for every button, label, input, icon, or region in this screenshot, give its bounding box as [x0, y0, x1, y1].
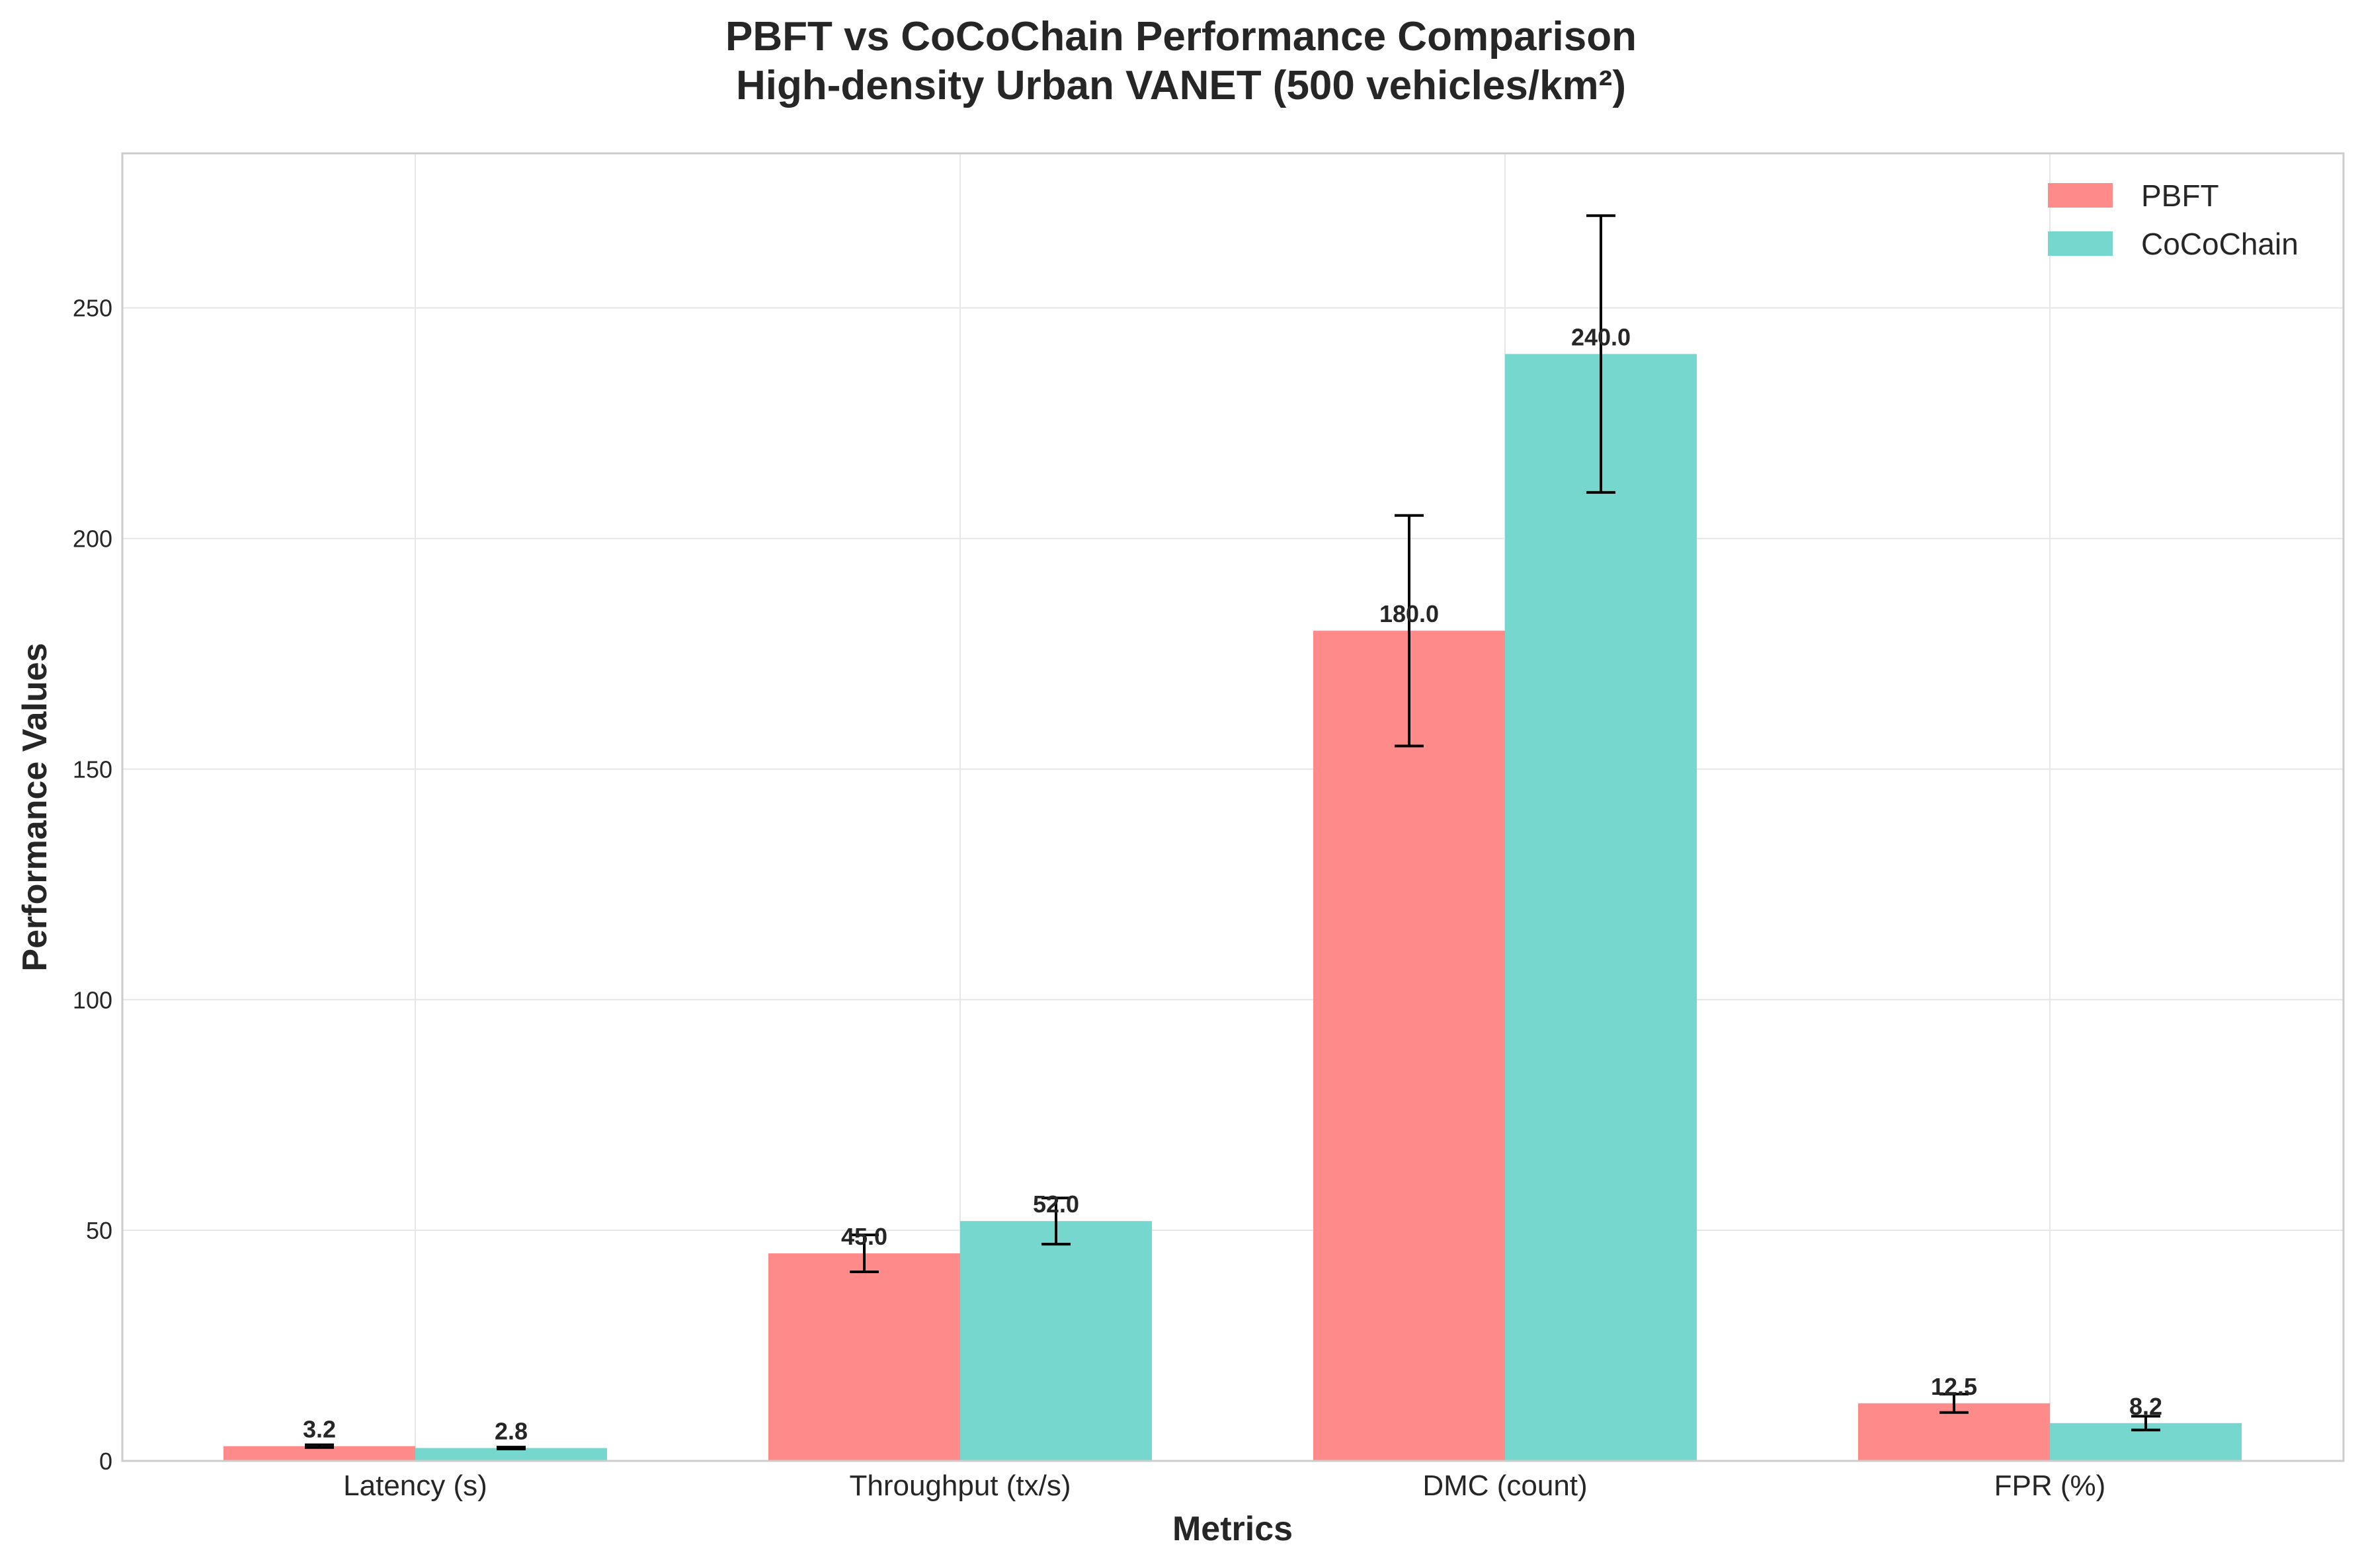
y-tick-label: 100: [73, 986, 112, 1013]
legend-label-pbft: PBFT: [2141, 178, 2219, 213]
plot-frame: [121, 152, 2345, 1462]
data-label-pbft: 45.0: [841, 1223, 887, 1250]
x-tick-label: DMC (count): [1422, 1470, 1587, 1502]
data-label-cocochain: 8.2: [2129, 1393, 2162, 1420]
bars-layer: [224, 354, 2242, 1462]
y-tick-label: 250: [73, 295, 112, 322]
chart-subtitle: High-density Urban VANET (500 vehicles/k…: [736, 63, 1626, 108]
bar-pbft: [768, 1253, 960, 1461]
grid-layer: [122, 153, 2343, 1462]
bar-cocochain: [1505, 354, 1697, 1461]
legend-label-cocochain: CoCoChain: [2141, 227, 2299, 261]
bar-cocochain: [960, 1221, 1152, 1461]
chart-title: PBFT vs CoCoChain Performance Comparison: [725, 14, 1637, 59]
error-bar-pbft: [1939, 1392, 1969, 1414]
data-label-pbft: 3.2: [303, 1416, 336, 1443]
x-axis-label: Metrics: [1172, 1510, 1293, 1548]
error-bar-cocochain: [497, 1446, 526, 1450]
error-bar-cocochain: [2131, 1415, 2160, 1432]
legend-swatch-pbft: [2048, 183, 2113, 208]
data-label-cocochain: 240.0: [1571, 324, 1631, 351]
error-bar-pbft: [305, 1443, 334, 1449]
x-tick-label: FPR (%): [1994, 1470, 2106, 1502]
x-tick-label: Latency (s): [343, 1470, 487, 1502]
data-label-pbft: 12.5: [1931, 1373, 1977, 1400]
error-bar-pbft: [1395, 514, 1424, 748]
data-label-cocochain: 2.8: [495, 1417, 528, 1444]
bar-pbft: [1313, 631, 1505, 1462]
data-label-pbft: 180.0: [1379, 600, 1439, 627]
y-tick-label: 0: [99, 1448, 112, 1475]
error-bar-cocochain: [1586, 214, 1615, 494]
y-tick-label: 50: [86, 1217, 112, 1244]
legend-swatch-cocochain: [2048, 231, 2113, 256]
error-bars-layer: [305, 214, 2160, 1450]
error-bar-pbft: [850, 1234, 879, 1273]
x-axis-ticks: Latency (s) Throughput (tx/s) DMC (count) F…: [343, 1470, 2105, 1502]
x-tick-label: Throughput (tx/s): [849, 1470, 1071, 1502]
y-tick-label: 200: [73, 526, 112, 553]
legend: PBFT CoCoChain: [2048, 178, 2299, 261]
bar-cocochain: [415, 1448, 607, 1461]
y-tick-label: 150: [73, 756, 112, 783]
data-labels-layer: 3.2 45.0 180.0 12.5 2.8 52.0 240.0 8.2: [303, 324, 2162, 1445]
data-label-cocochain: 52.0: [1033, 1191, 1079, 1218]
y-axis-ticks: 0 50 100 150 200 250: [73, 295, 112, 1475]
y-axis-label: Performance Values: [16, 643, 54, 971]
bar-pbft: [224, 1446, 415, 1461]
error-bar-cocochain: [1041, 1196, 1071, 1246]
